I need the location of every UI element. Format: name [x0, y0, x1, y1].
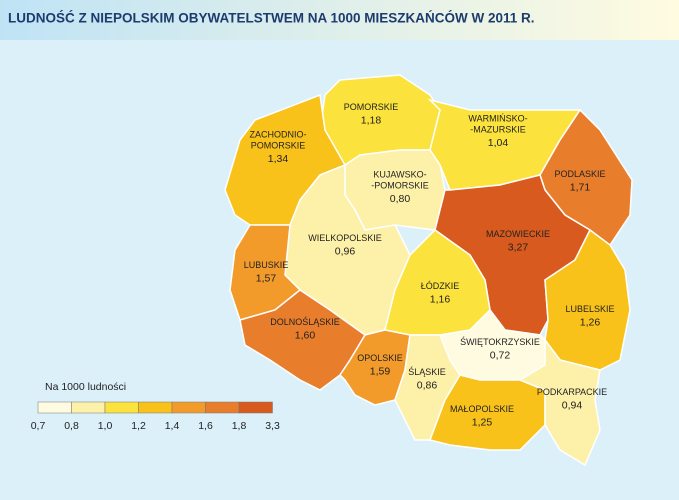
legend-swatch — [171, 401, 206, 414]
region-name: ŁÓDZKIE — [421, 281, 460, 291]
region — [518, 337, 601, 467]
legend-label: 1,4 — [165, 420, 180, 432]
legend-title: Na 1000 ludności — [45, 381, 126, 393]
region-value: 0,86 — [417, 379, 438, 391]
region-value: 1,18 — [361, 114, 382, 126]
legend-swatch — [104, 401, 139, 414]
legend-label: 1,8 — [232, 420, 247, 432]
region-name: POMORSKIE — [344, 102, 399, 112]
title: LUDNOŚĆ Z NIEPOLSKIM OBYWATELSTWEM NA 10… — [8, 11, 535, 26]
legend-swatch — [238, 401, 273, 414]
region-name: OPOLSKIE — [357, 353, 403, 363]
region-name: -POMORSKIE — [371, 180, 429, 190]
region-name: WARMIŃSKO- — [468, 113, 527, 123]
legend-swatch — [205, 401, 240, 414]
region-value: 0,80 — [390, 193, 411, 205]
region-name: MAŁOPOLSKIE — [450, 404, 514, 414]
region-value: 3,27 — [508, 241, 529, 253]
region — [544, 228, 631, 371]
legend-label: 0,7 — [31, 420, 46, 432]
region-name: -MAZURSKIE — [470, 124, 526, 134]
legend-swatch — [138, 401, 173, 414]
region-value: 1,26 — [580, 316, 601, 328]
legend-swatch — [37, 401, 72, 414]
region-value: 0,94 — [562, 399, 583, 411]
region-value: 1,04 — [488, 137, 509, 149]
region-name: ŚWIĘTOKRZYSKIE — [460, 336, 540, 347]
region-name: LUBUSKIE — [244, 260, 289, 270]
region — [429, 374, 546, 451]
region-name: ZACHODNIO- — [250, 129, 307, 139]
region-value: 1,57 — [256, 272, 277, 284]
region-name: ŚLĄSKIE — [408, 366, 446, 377]
region-value: 1,71 — [570, 181, 591, 193]
region-name: MAZOWIECKIE — [486, 229, 550, 239]
region-value: 1,59 — [370, 365, 391, 377]
region-name: PODKARPACKIE — [537, 387, 607, 397]
region — [339, 329, 411, 406]
region-name: WIELKOPOLSKIE — [308, 233, 382, 243]
legend-swatch — [71, 401, 106, 414]
region-value: 0,72 — [490, 349, 511, 361]
header-bar — [0, 0, 679, 40]
region-name: POMORSKIE — [251, 140, 306, 150]
legend: Na 1000 ludności 0,7 0,8 1,0 1,2 1,4 1,6 1,8 3,3 — [31, 381, 280, 432]
regions: POMORSKIE1,18ZACHODNIO-POMORSKIE1,34WARM… — [224, 74, 633, 467]
region-value: 1,16 — [430, 293, 451, 305]
legend-label: 3,3 — [265, 420, 280, 432]
region-value: 1,25 — [472, 416, 493, 428]
region-name: PODLASKIE — [554, 169, 605, 179]
region-value: 1,34 — [268, 153, 289, 165]
region-name: KUJAWSKO- — [373, 169, 426, 179]
legend-label: 1,6 — [198, 420, 213, 432]
legend-label: 1,2 — [131, 420, 146, 432]
region-value: 1,60 — [295, 329, 316, 341]
region-name: DOLNOŚLĄSKIE — [270, 316, 340, 327]
region-name: LUBELSKIE — [565, 304, 614, 314]
legend-label: 0,8 — [64, 420, 79, 432]
legend-label: 1,0 — [98, 420, 113, 432]
region-value: 0,96 — [335, 245, 356, 257]
